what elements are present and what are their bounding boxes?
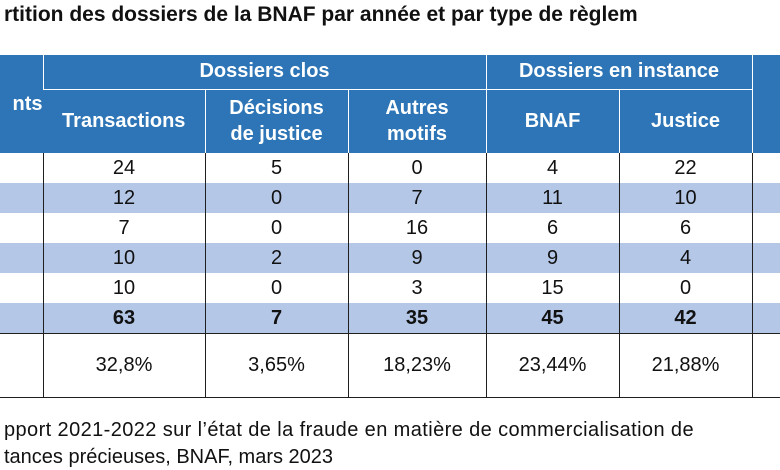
group-header-pending: Dossiers en instance — [485, 55, 753, 90]
cell: 7 — [42, 213, 205, 243]
first-column-header: nts — [12, 92, 43, 115]
source-line-2: tances précieuses, BNAF, mars 2023 — [4, 446, 334, 468]
cell: 11 — [485, 183, 620, 213]
source-note: pport 2021-2022 sur l’état de la fraude … — [0, 415, 780, 470]
cell: 0 — [347, 153, 487, 183]
cell: 3 — [347, 273, 487, 303]
cell: 10 — [42, 273, 205, 303]
cell: 0 — [618, 273, 753, 303]
percent-cell: 23,44% — [485, 333, 620, 398]
total-cell: 35 — [347, 303, 487, 334]
table-row: 7 0 16 6 6 — [0, 213, 780, 243]
header-cut-off-column — [751, 55, 780, 153]
cell: 6 — [618, 213, 753, 243]
cell: 0 — [204, 183, 348, 213]
cell: 9 — [347, 243, 487, 273]
percent-cell: 3,65% — [204, 333, 348, 398]
cell: 7 — [347, 183, 487, 213]
percent-cell: 18,23% — [347, 333, 487, 398]
column-header-bnaf: BNAF — [485, 89, 620, 153]
cell: 24 — [42, 153, 205, 183]
cell: 12 — [42, 183, 205, 213]
cell: 15 — [485, 273, 620, 303]
cell: 2 — [204, 243, 348, 273]
cell: 0 — [204, 273, 348, 303]
total-cell: 45 — [485, 303, 620, 334]
percent-cell: 32,8% — [42, 333, 205, 398]
header-row-columns: Transactions Décisions de justice Autres… — [0, 89, 780, 153]
cell: 16 — [347, 213, 487, 243]
column-header-decisions: Décisions de justice — [204, 89, 348, 153]
cell: 10 — [42, 243, 205, 273]
cell: 4 — [618, 243, 753, 273]
percent-row: 32,8% 3,65% 18,23% 23,44% 21,88% — [0, 333, 780, 398]
table-row: 12 0 7 11 10 — [0, 183, 780, 213]
table-row: 10 0 3 15 0 — [0, 273, 780, 303]
percent-cell: 21,88% — [618, 333, 753, 398]
column-header-transactions: Transactions — [62, 110, 186, 133]
cell: 10 — [618, 183, 753, 213]
total-cell: 42 — [618, 303, 753, 334]
bnaf-cases-table: nts Dossiers clos Dossiers en instance T… — [0, 55, 780, 398]
cell: 5 — [204, 153, 348, 183]
table-row: 24 5 0 4 22 — [0, 153, 780, 183]
total-row: 63 7 35 45 42 — [0, 303, 780, 334]
column-header-autres: Autres motifs — [347, 89, 487, 153]
total-cell: 7 — [204, 303, 348, 334]
cell: 0 — [204, 213, 348, 243]
source-line-1: pport 2021-2022 sur l’état de la fraude … — [4, 419, 694, 441]
column-header-justice: Justice — [618, 89, 753, 153]
cell: 6 — [485, 213, 620, 243]
group-header-closed: Dossiers clos — [42, 55, 487, 90]
cell: 9 — [485, 243, 620, 273]
total-cell: 63 — [42, 303, 205, 334]
header-row-groups: nts Dossiers clos Dossiers en instance — [0, 55, 780, 153]
table-title: rtition des dossiers de la BNAF par anné… — [0, 0, 780, 40]
cell: 22 — [618, 153, 753, 183]
table-row: 10 2 9 9 4 — [0, 243, 780, 273]
table-title-text: rtition des dossiers de la BNAF par anné… — [4, 3, 638, 26]
cell: 4 — [485, 153, 620, 183]
